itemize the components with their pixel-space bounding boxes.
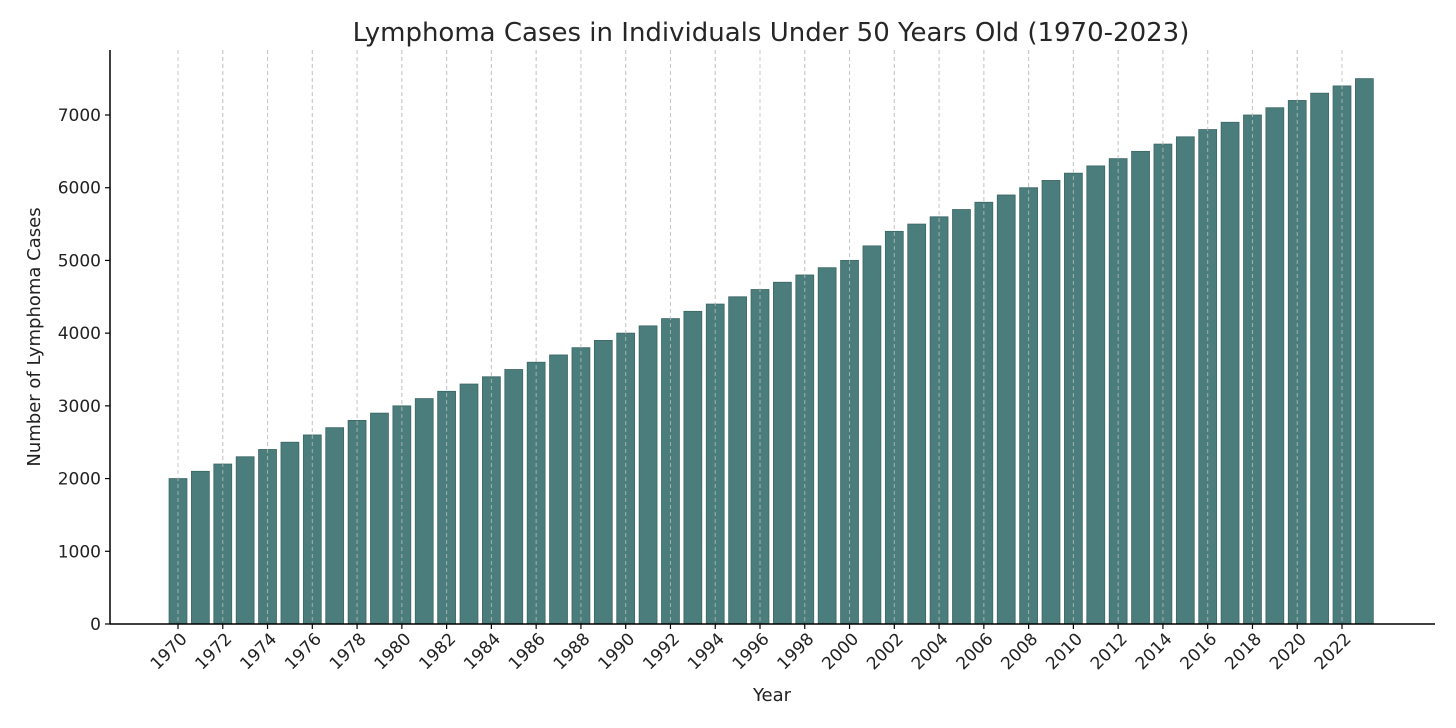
bar-1987 — [549, 354, 568, 625]
x-tick-label-2014: 2014 — [1132, 629, 1177, 674]
chart-title: Lymphoma Cases in Individuals Under 50 Y… — [353, 18, 1190, 48]
x-tick-label-2008: 2008 — [997, 629, 1042, 674]
bar-2011 — [1086, 165, 1106, 625]
bar-1989 — [593, 340, 613, 625]
bar-1995 — [728, 296, 747, 625]
y-tick-label-5000: 5000 — [58, 251, 101, 271]
x-tick-label-1984: 1984 — [460, 629, 505, 674]
x-tick-label-2018: 2018 — [1221, 629, 1266, 674]
bar-1999 — [817, 267, 837, 625]
x-tick-label-1970: 1970 — [147, 629, 192, 674]
y-tick-label-3000: 3000 — [58, 397, 101, 417]
bar-1993 — [683, 310, 703, 625]
y-ticks: 0 1000 2000 3000 4000 5000 6000 7000 — [58, 106, 110, 635]
x-axis-label: Year — [752, 685, 792, 706]
bar-2015 — [1175, 136, 1195, 625]
x-tick-label-1990: 1990 — [594, 629, 639, 674]
y-tick-label-0: 0 — [90, 615, 101, 635]
x-tick-label-1996: 1996 — [729, 629, 774, 674]
y-axis-label: Number of Lymphoma Cases — [24, 207, 45, 466]
bar-2007 — [996, 194, 1016, 625]
x-tick-label-2002: 2002 — [863, 629, 908, 674]
bar-1983 — [459, 383, 479, 625]
x-tick-label-2012: 2012 — [1087, 629, 1132, 674]
bar-1971 — [191, 470, 210, 625]
x-ticks: 1970 1972 1974 1976 1978 1980 1982 1984 1986 1988… — [147, 624, 1356, 674]
bar-1985 — [504, 369, 524, 625]
x-tick-label-1992: 1992 — [639, 629, 684, 674]
bar-1973 — [235, 456, 255, 625]
bar-2021 — [1310, 92, 1329, 625]
y-tick-label-6000: 6000 — [58, 179, 101, 199]
bar-1991 — [638, 325, 658, 625]
axes-layer — [109, 50, 1435, 625]
bar-2001 — [862, 245, 882, 625]
x-tick-label-2010: 2010 — [1042, 629, 1087, 674]
x-tick-label-1986: 1986 — [505, 629, 550, 674]
x-tick-label-2016: 2016 — [1176, 629, 1221, 674]
y-tick-label-1000: 1000 — [58, 542, 101, 562]
x-tick-label-1988: 1988 — [550, 629, 595, 674]
x-tick-label-1976: 1976 — [281, 629, 326, 674]
y-tick-label-7000: 7000 — [58, 106, 101, 126]
bar-1977 — [325, 427, 345, 625]
x-tick-label-1998: 1998 — [774, 629, 819, 674]
bar-2019 — [1265, 107, 1285, 625]
bar-2003 — [907, 223, 927, 625]
bar-2023 — [1355, 78, 1374, 625]
bar-1997 — [773, 281, 792, 625]
bars-layer — [168, 50, 1374, 625]
bar-1981 — [414, 398, 434, 625]
bar-1979 — [370, 412, 389, 625]
x-tick-label-2004: 2004 — [908, 629, 953, 674]
bar-2013 — [1131, 150, 1150, 625]
x-tick-label-2006: 2006 — [953, 629, 998, 674]
x-tick-label-1982: 1982 — [415, 629, 460, 674]
bar-1972 — [213, 463, 233, 625]
x-tick-label-2020: 2020 — [1266, 629, 1311, 674]
y-tick-label-2000: 2000 — [58, 470, 101, 490]
x-tick-label-1994: 1994 — [684, 629, 729, 674]
bar-2014 — [1153, 143, 1173, 625]
bar-2005 — [952, 209, 971, 625]
bar-2006 — [974, 201, 994, 625]
x-tick-label-1974: 1974 — [236, 629, 281, 674]
x-tick-label-1980: 1980 — [371, 629, 416, 674]
x-tick-label-2000: 2000 — [818, 629, 863, 674]
x-tick-label-1972: 1972 — [192, 629, 237, 674]
bar-2017 — [1220, 121, 1240, 625]
y-tick-label-4000: 4000 — [58, 324, 101, 344]
bar-2009 — [1041, 180, 1061, 625]
bar-1975 — [280, 441, 300, 625]
x-tick-label-1978: 1978 — [326, 629, 371, 674]
x-tick-label-2022: 2022 — [1311, 629, 1356, 674]
